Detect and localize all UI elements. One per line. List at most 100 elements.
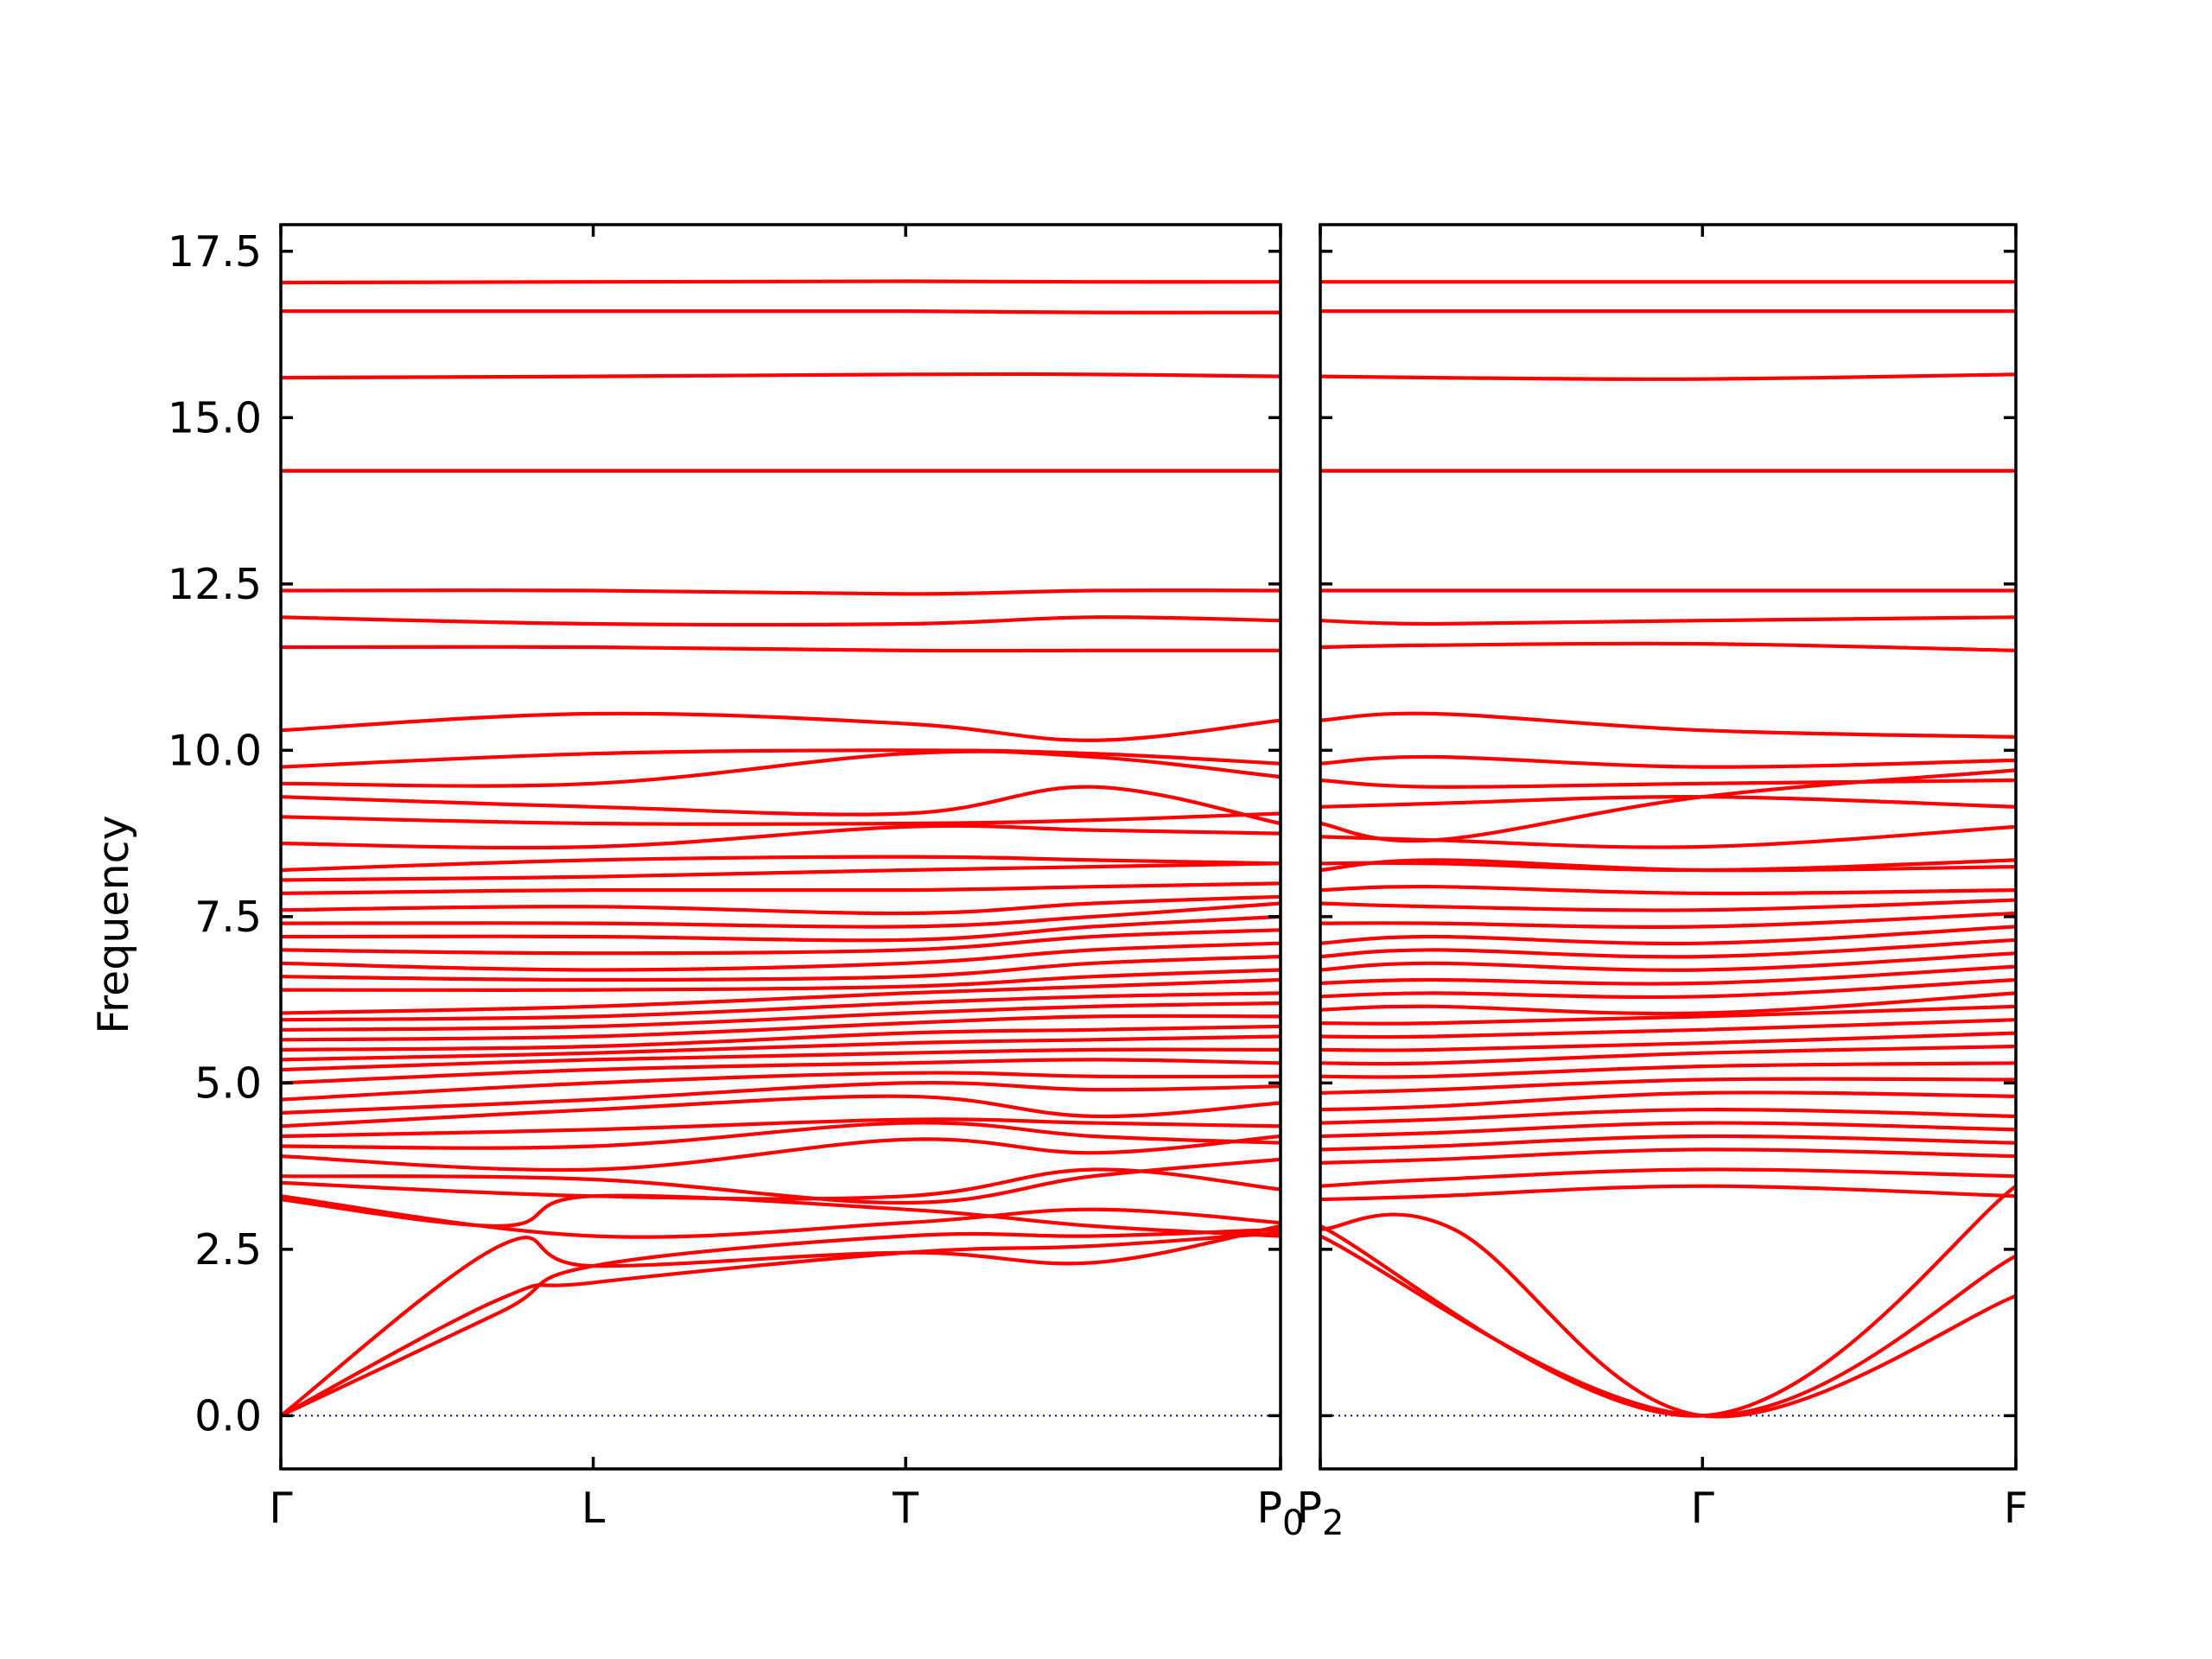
band-left-30 (281, 855, 1281, 873)
band-left-20 (281, 977, 1281, 1015)
band-left-19 (281, 991, 1281, 1022)
band-left-17 (281, 1014, 1281, 1042)
band-left-4 (281, 1194, 1281, 1239)
band-right-37 (1320, 372, 2016, 381)
band-left-25 (281, 914, 1281, 943)
band-left-33 (281, 785, 1281, 826)
panel-right: P2 Γ F (1296, 223, 2028, 1543)
xtick-label-left-1: L (582, 1484, 606, 1533)
band-left-16 (281, 1024, 1281, 1052)
band-right-13 (1320, 1031, 2016, 1052)
band-right-4 (1320, 1167, 2016, 1188)
band-left-10 (281, 1094, 1281, 1128)
bands-left (281, 279, 1281, 1418)
band-left-34 (281, 749, 1281, 788)
xtick-label-right-2: F (2004, 1484, 2028, 1533)
band-left-24 (281, 928, 1281, 956)
band-left-37 (281, 645, 1281, 653)
band-left-18 (281, 1001, 1281, 1032)
band-left-7 (281, 1134, 1281, 1173)
band-left-29 (281, 861, 1281, 882)
band-right-10 (1320, 1077, 2016, 1095)
xtick-label-left-2: T (892, 1484, 919, 1533)
band-left-36 (281, 711, 1281, 742)
bands-right (1320, 280, 2016, 1419)
band-right-22 (1320, 911, 2016, 929)
band-left-1 (281, 1230, 1281, 1418)
band-right-24 (1320, 885, 2016, 896)
band-right-21 (1320, 925, 2016, 946)
band-left-9 (281, 1117, 1281, 1139)
band-left-2 (281, 1227, 1281, 1418)
band-right-20 (1320, 938, 2016, 959)
band-right-27 (1320, 824, 2016, 849)
band-left-14 (281, 1047, 1281, 1072)
band-left-39 (281, 588, 1281, 596)
band-right-15 (1320, 1004, 2016, 1026)
band-left-13 (281, 1058, 1281, 1085)
band-left-42 (281, 308, 1281, 315)
xtick-label-left-0: Γ (269, 1484, 293, 1533)
band-left-23 (281, 941, 1281, 972)
band-right-18 (1320, 964, 2016, 986)
ytick-label-1: 2.5 (194, 1225, 262, 1274)
band-right-33 (1320, 641, 2016, 652)
ytick-label-3: 7.5 (194, 893, 262, 942)
band-left-15 (281, 1034, 1281, 1062)
band-right-9 (1320, 1090, 2016, 1112)
band-right-28 (1320, 768, 2016, 843)
band-right-31 (1320, 754, 2016, 769)
band-left-41 (281, 372, 1281, 380)
band-left-22 (281, 955, 1281, 982)
xtick-subscript-right-0: 2 (1322, 1503, 1344, 1543)
band-right-32 (1320, 711, 2016, 739)
band-left-6 (281, 1157, 1281, 1205)
band-right-2 (1320, 1184, 2016, 1418)
band-right-0 (1320, 1234, 2016, 1418)
band-right-3 (1320, 1184, 2016, 1202)
band-left-11 (281, 1081, 1281, 1116)
band-right-23 (1320, 898, 2016, 912)
band-right-11 (1320, 1061, 2016, 1079)
frame-right (1319, 223, 2018, 1471)
band-right-12 (1320, 1044, 2016, 1066)
ytick-label-0: 0.0 (194, 1391, 262, 1440)
ytick-label-6: 15.0 (168, 393, 262, 442)
band-right-30 (1320, 778, 2016, 789)
band-left-12 (281, 1071, 1281, 1102)
band-left-26 (281, 901, 1281, 929)
band-left-43 (281, 279, 1281, 285)
ytick-label-2: 5.0 (194, 1058, 262, 1108)
xtick-label-right-1: Γ (1691, 1484, 1715, 1533)
ytick-label-5: 12.5 (168, 560, 262, 609)
band-right-14 (1320, 1018, 2016, 1039)
band-right-6 (1320, 1134, 2016, 1152)
ytick-label-4: 10.0 (168, 726, 262, 775)
band-left-31 (281, 823, 1281, 850)
ytick-label-7: 17.5 (168, 227, 262, 276)
band-left-21 (281, 968, 1281, 993)
band-right-5 (1320, 1147, 2016, 1165)
band-right-16 (1320, 991, 2016, 1016)
band-left-28 (281, 881, 1281, 895)
band-left-8 (281, 1121, 1281, 1150)
band-right-1 (1320, 1212, 2016, 1419)
band-left-32 (281, 811, 1281, 826)
band-right-19 (1320, 951, 2016, 972)
band-left-0 (281, 1224, 1281, 1418)
band-right-7 (1320, 1121, 2016, 1139)
band-left-27 (281, 894, 1281, 916)
band-right-26 (1320, 858, 2016, 873)
band-right-29 (1320, 795, 2016, 809)
band-right-34 (1320, 615, 2016, 626)
band-right-8 (1320, 1108, 2016, 1125)
band-left-35 (281, 748, 1281, 769)
y-axis-label: Frequency (89, 815, 138, 1033)
band-right-17 (1320, 977, 2016, 1000)
band-left-38 (281, 615, 1281, 627)
xtick-subscript-left-3: 0 (1282, 1503, 1304, 1543)
panel-left: 0.02.55.07.510.012.515.017.5Γ L T P0 (168, 223, 1305, 1543)
frame-left (279, 223, 1282, 1471)
